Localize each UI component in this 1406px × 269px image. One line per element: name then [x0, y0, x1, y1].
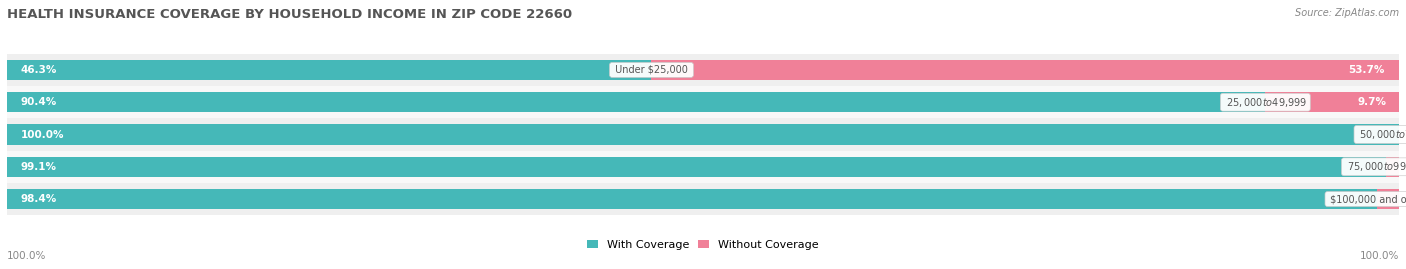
- Text: $75,000 to $99,999: $75,000 to $99,999: [1344, 160, 1406, 173]
- Text: 100.0%: 100.0%: [7, 251, 46, 261]
- Bar: [7, 151, 1399, 183]
- Text: 90.4%: 90.4%: [21, 97, 58, 107]
- Bar: [7, 157, 1386, 177]
- Text: 9.7%: 9.7%: [1357, 97, 1386, 107]
- Text: Under $25,000: Under $25,000: [612, 65, 690, 75]
- Text: Source: ZipAtlas.com: Source: ZipAtlas.com: [1295, 8, 1399, 18]
- Text: HEALTH INSURANCE COVERAGE BY HOUSEHOLD INCOME IN ZIP CODE 22660: HEALTH INSURANCE COVERAGE BY HOUSEHOLD I…: [7, 8, 572, 21]
- Bar: [651, 60, 1399, 80]
- Bar: [7, 183, 1399, 215]
- Text: 100.0%: 100.0%: [21, 129, 65, 140]
- Text: 46.3%: 46.3%: [21, 65, 58, 75]
- Text: 100.0%: 100.0%: [1360, 251, 1399, 261]
- Text: $50,000 to $74,999: $50,000 to $74,999: [1357, 128, 1406, 141]
- Bar: [7, 60, 651, 80]
- Bar: [1376, 189, 1399, 209]
- Bar: [1386, 157, 1399, 177]
- Text: $25,000 to $49,999: $25,000 to $49,999: [1223, 96, 1308, 109]
- Bar: [7, 92, 1265, 112]
- Text: 53.7%: 53.7%: [1348, 65, 1385, 75]
- Bar: [7, 86, 1399, 118]
- Text: 98.4%: 98.4%: [21, 194, 58, 204]
- Bar: [7, 189, 1376, 209]
- Bar: [7, 125, 1399, 144]
- Text: $100,000 and over: $100,000 and over: [1327, 194, 1406, 204]
- Bar: [7, 54, 1399, 86]
- Bar: [7, 118, 1399, 151]
- Bar: [1265, 92, 1400, 112]
- Text: 99.1%: 99.1%: [21, 162, 58, 172]
- Legend: With Coverage, Without Coverage: With Coverage, Without Coverage: [588, 240, 818, 250]
